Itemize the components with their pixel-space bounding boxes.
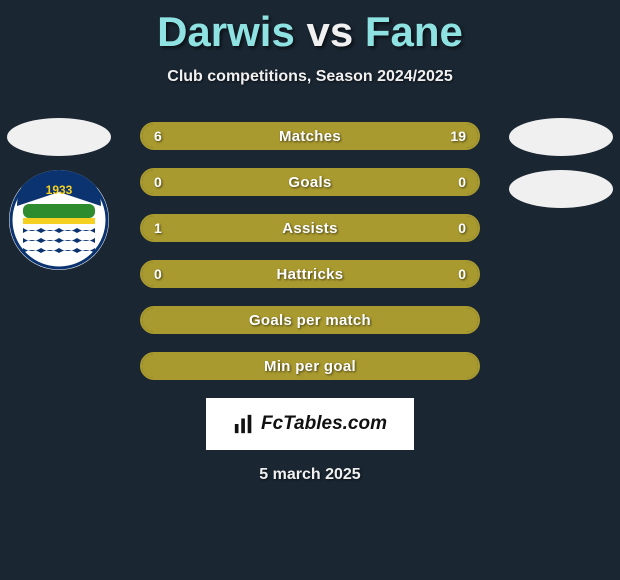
vs-text: vs <box>306 8 353 55</box>
stat-bar-label: Min per goal <box>142 354 478 378</box>
left-player-club-badge: 1933 <box>9 170 109 270</box>
stat-bar-label: Assists <box>142 216 478 240</box>
right-player-club-placeholder <box>509 170 613 208</box>
stat-bar-row: Hattricks0 0 <box>140 260 480 288</box>
stat-bar-value-left: 1 <box>154 216 162 240</box>
left-player-photo-placeholder <box>7 118 111 156</box>
stat-bar-value-right: 0 <box>458 170 466 194</box>
footer-logo: FcTables.com <box>206 398 414 450</box>
left-player-column: 1933 <box>4 118 114 270</box>
stat-bar-row: Min per goal <box>140 352 480 380</box>
stat-bar-value-right: 0 <box>458 262 466 286</box>
right-player-column <box>506 118 616 208</box>
right-player-photo-placeholder <box>509 118 613 156</box>
comparison-title: Darwis vs Fane <box>0 0 620 56</box>
player2-name: Fane <box>365 8 463 55</box>
club-badge-year: 1933 <box>46 183 73 197</box>
stat-bar-row: Goals0 0 <box>140 168 480 196</box>
stat-bar-label: Matches <box>142 124 478 148</box>
stat-bar-row: Matches6 19 <box>140 122 480 150</box>
stat-bar-row: Goals per match <box>140 306 480 334</box>
comparison-subtitle: Club competitions, Season 2024/2025 <box>0 68 620 86</box>
stat-bar-value-left: 0 <box>154 262 162 286</box>
footer-date: 5 march 2025 <box>0 466 620 484</box>
chart-icon <box>233 413 255 435</box>
footer-site-text: FcTables.com <box>261 413 387 435</box>
stat-bar-value-left: 0 <box>154 170 162 194</box>
stat-bar-label: Goals per match <box>142 308 478 332</box>
stat-bar-value-right: 19 <box>450 124 466 148</box>
stat-bar-label: Goals <box>142 170 478 194</box>
stat-bar-label: Hattricks <box>142 262 478 286</box>
comparison-bars: Matches619Goals00Assists10Hattricks00Goa… <box>140 122 480 380</box>
player1-name: Darwis <box>157 8 295 55</box>
club-badge-svg: 1933 <box>9 170 109 270</box>
stat-bar-row: Assists1 0 <box>140 214 480 242</box>
stat-bar-value-left: 6 <box>154 124 162 148</box>
stat-bar-value-right: 0 <box>458 216 466 240</box>
